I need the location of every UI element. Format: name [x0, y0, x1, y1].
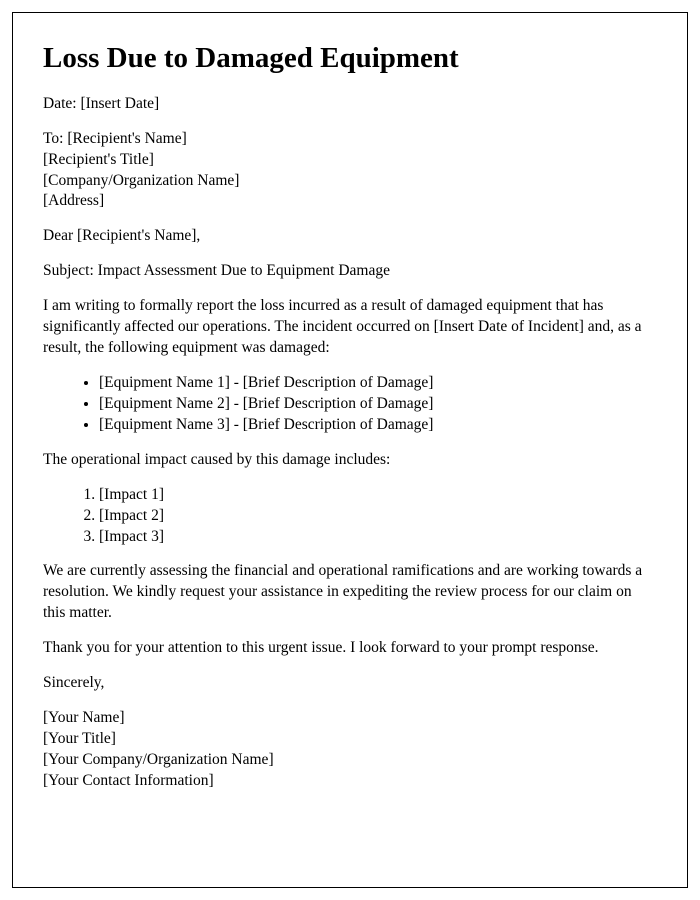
- recipient-to: To: [Recipient's Name]: [43, 129, 657, 150]
- date-line: Date: [Insert Date]: [43, 94, 657, 115]
- sender-title: [Your Title]: [43, 729, 657, 750]
- list-item: [Equipment Name 3] - [Brief Description …: [99, 415, 657, 436]
- impact-lead: The operational impact caused by this da…: [43, 450, 657, 471]
- sender-org: [Your Company/Organization Name]: [43, 750, 657, 771]
- recipient-title: [Recipient's Title]: [43, 150, 657, 171]
- salutation: Dear [Recipient's Name],: [43, 226, 657, 247]
- recipient-block: To: [Recipient's Name] [Recipient's Titl…: [43, 129, 657, 213]
- equipment-list: [Equipment Name 1] - [Brief Description …: [43, 373, 657, 436]
- assessment-paragraph: We are currently assessing the financial…: [43, 561, 657, 624]
- sender-name: [Your Name]: [43, 708, 657, 729]
- document-title: Loss Due to Damaged Equipment: [43, 41, 657, 76]
- list-item: [Equipment Name 2] - [Brief Description …: [99, 394, 657, 415]
- list-item: [Impact 3]: [99, 527, 657, 548]
- intro-paragraph: I am writing to formally report the loss…: [43, 296, 657, 359]
- recipient-address: [Address]: [43, 191, 657, 212]
- subject-line: Subject: Impact Assessment Due to Equipm…: [43, 261, 657, 282]
- list-item: [Equipment Name 1] - [Brief Description …: [99, 373, 657, 394]
- recipient-org: [Company/Organization Name]: [43, 171, 657, 192]
- impact-list: [Impact 1] [Impact 2] [Impact 3]: [43, 485, 657, 548]
- list-item: [Impact 1]: [99, 485, 657, 506]
- list-item: [Impact 2]: [99, 506, 657, 527]
- sender-contact: [Your Contact Information]: [43, 771, 657, 792]
- document-page: Loss Due to Damaged Equipment Date: [Ins…: [12, 12, 688, 888]
- sender-block: [Your Name] [Your Title] [Your Company/O…: [43, 708, 657, 792]
- thanks-paragraph: Thank you for your attention to this urg…: [43, 638, 657, 659]
- closing: Sincerely,: [43, 673, 657, 694]
